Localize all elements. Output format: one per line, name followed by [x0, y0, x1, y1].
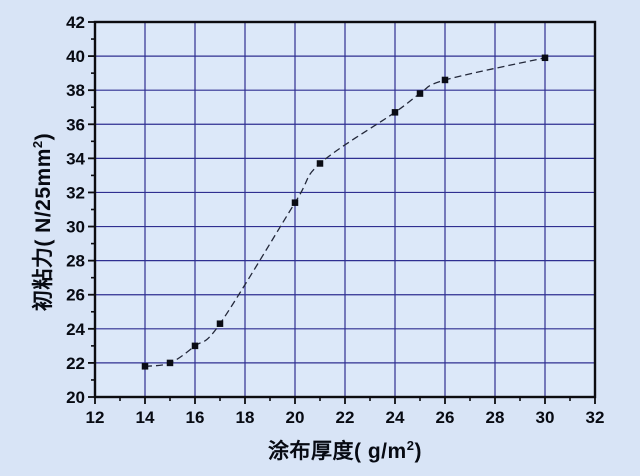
- y-tick-label: 28: [66, 252, 85, 271]
- data-point-marker: [216, 320, 224, 327]
- x-tick-label: 18: [236, 408, 255, 427]
- x-tick-label: 20: [286, 408, 305, 427]
- x-tick-label: 24: [386, 408, 405, 427]
- y-tick-label: 34: [66, 149, 85, 168]
- y-axis-title-text: 初粘力( N/25mm: [32, 148, 55, 312]
- data-point-marker: [191, 342, 199, 350]
- x-tick-label: 26: [436, 408, 455, 427]
- x-axis-title: 涂布厚度( g/m2): [95, 435, 595, 465]
- x-axis-title-superscript: 2: [406, 438, 415, 453]
- data-point-marker: [316, 160, 324, 167]
- y-tick-label: 40: [66, 47, 85, 66]
- x-axis-title-text: 涂布厚度( g/m: [268, 440, 407, 463]
- data-point-marker: [391, 109, 399, 116]
- x-tick-label: 32: [586, 408, 605, 427]
- plot-frame: [93, 20, 597, 399]
- y-tick-label: 42: [66, 13, 85, 32]
- data-point-marker: [441, 76, 449, 84]
- y-tick-label: 20: [66, 388, 85, 407]
- y-tick-label: 38: [66, 81, 85, 100]
- y-tick-label: 22: [66, 354, 85, 373]
- y-tick-label: 32: [66, 183, 85, 202]
- x-axis-title-close: ): [414, 440, 422, 463]
- data-point-marker: [541, 54, 549, 62]
- y-tick-label: 24: [66, 320, 85, 339]
- x-tick-label: 30: [536, 408, 555, 427]
- data-point-marker: [416, 90, 424, 97]
- y-axis-title-close: ): [32, 132, 55, 141]
- x-tick-label: 28: [486, 408, 505, 427]
- y-tick-label: 26: [66, 286, 85, 305]
- y-axis-title-superscript: 2: [30, 140, 45, 149]
- data-point-marker: [166, 359, 174, 367]
- y-axis-title: 初粘力( N/25mm2): [27, 133, 57, 311]
- x-tick-label: 14: [136, 408, 155, 427]
- data-curve: [144, 57, 546, 367]
- x-tick-label: 22: [336, 408, 355, 427]
- y-tick-label: 30: [66, 218, 85, 237]
- data-point-marker: [141, 363, 149, 370]
- data-point-marker: [291, 199, 299, 206]
- y-tick-label: 36: [66, 115, 85, 134]
- x-tick-label: 16: [186, 408, 205, 427]
- x-tick-label: 12: [86, 408, 105, 427]
